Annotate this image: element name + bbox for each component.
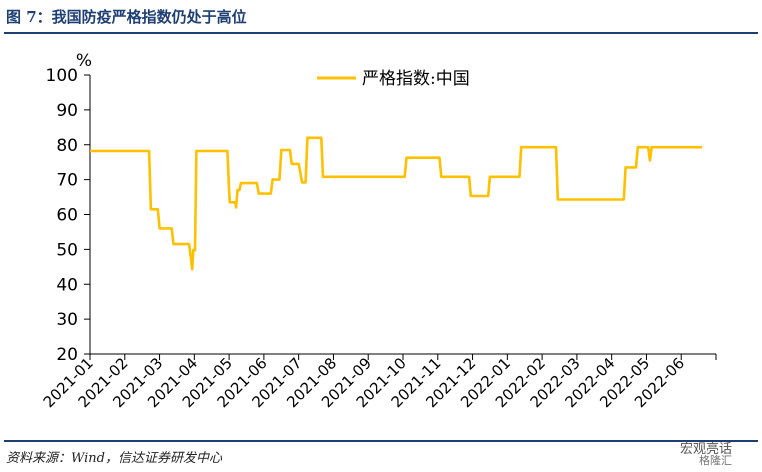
y-tick-label: 20 xyxy=(56,345,78,365)
y-tick-label: 90 xyxy=(56,101,78,121)
y-tick-label: 100 xyxy=(46,66,78,86)
legend: 严格指数:中国 xyxy=(317,69,470,89)
y-tick-label: 80 xyxy=(56,136,78,156)
y-tick-label: 60 xyxy=(56,206,78,226)
watermark-label: 宏观亮话 xyxy=(679,442,732,457)
legend-label: 严格指数:中国 xyxy=(362,69,470,89)
figure-title: 图 7：我国防疫严格指数仍处于高位 xyxy=(6,8,247,26)
x-axis: 2021-012021-022021-032021-042021-052021-… xyxy=(40,353,717,411)
source-note: 资料来源：Wind，信达证券研发中心 xyxy=(6,451,222,466)
series-line-0 xyxy=(90,136,703,271)
source-rule xyxy=(4,440,758,442)
series-layer xyxy=(90,136,703,271)
watermark-label-2: 格隆汇 xyxy=(699,454,732,467)
y-tick-label: 70 xyxy=(56,171,78,191)
y-axis: 20 30 40 50 60 70 80 90 100% xyxy=(46,51,93,365)
y-tick-label: 30 xyxy=(56,310,78,330)
title-rule xyxy=(4,32,758,34)
y-axis-unit: % xyxy=(76,51,92,71)
y-tick-label: 50 xyxy=(56,240,78,260)
y-tick-label: 40 xyxy=(56,275,78,295)
